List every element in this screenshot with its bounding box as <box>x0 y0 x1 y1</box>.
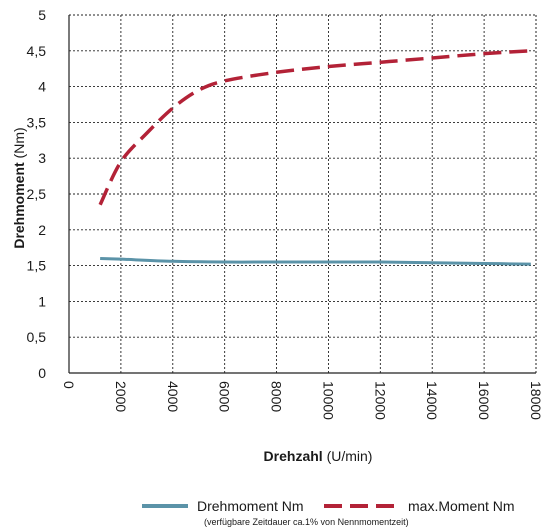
grid <box>68 14 537 374</box>
legend-label-drehmoment: Drehmoment Nm <box>197 498 304 514</box>
y-tick-label: 3,5 <box>27 114 47 130</box>
x-tick-label: 6000 <box>217 381 233 412</box>
legend-label-max-moment: max.Moment Nm <box>408 498 515 514</box>
x-tick-label: 12000 <box>372 381 388 420</box>
x-tick-label: 18000 <box>528 381 544 420</box>
x-axis-title: Drehzahl (U/min) <box>264 448 373 464</box>
y-axis-title: Drehmoment (Nm) <box>11 127 27 248</box>
series-line-1 <box>98 49 531 206</box>
y-tick-label: 4,5 <box>27 43 47 59</box>
y-axis-ticks: 0 0,5 1 1,5 2 2,5 3 3,5 4 4,5 5 <box>27 7 47 381</box>
footnote: (verfügbare Zeitdauer ca.1% von Nennmome… <box>204 517 409 527</box>
y-tick-label: 0 <box>38 365 46 381</box>
y-tick-label: 4 <box>38 79 46 95</box>
x-tick-label: 4000 <box>165 381 181 412</box>
x-tick-label: 10000 <box>320 381 336 420</box>
x-tick-label: 0 <box>61 381 77 389</box>
y-tick-label: 1,5 <box>27 258 47 274</box>
y-tick-label: 3 <box>38 150 46 166</box>
series-line-0 <box>100 256 531 266</box>
y-tick-label: 2 <box>38 222 46 238</box>
series-lines <box>98 49 531 266</box>
x-tick-label: 14000 <box>424 381 440 420</box>
y-tick-label: 1 <box>38 293 46 309</box>
legend: Drehmoment Nm max.Moment Nm <box>142 498 515 514</box>
y-tick-label: 5 <box>38 7 46 23</box>
x-tick-label: 16000 <box>476 381 492 420</box>
x-tick-label: 2000 <box>113 381 129 412</box>
x-axis-ticks: 0 2000 4000 6000 8000 10000 12000 14000 16000 180… <box>61 381 544 420</box>
y-tick-label: 2,5 <box>27 186 47 202</box>
x-tick-label: 8000 <box>269 381 285 412</box>
y-tick-label: 0,5 <box>27 329 47 345</box>
